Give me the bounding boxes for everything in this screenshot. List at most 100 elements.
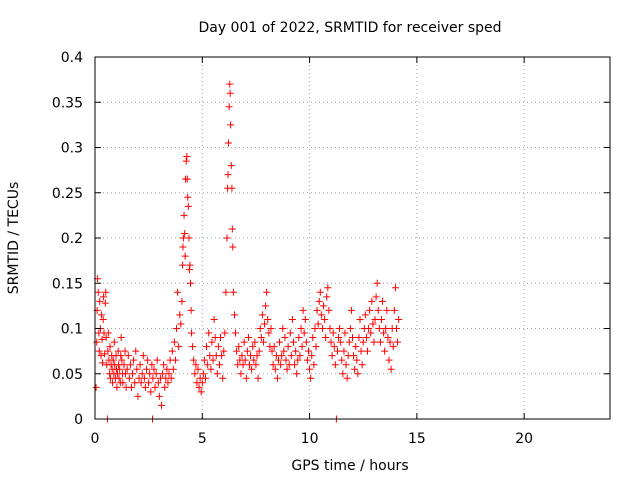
data-point [106, 343, 114, 351]
data-point [97, 352, 105, 360]
grid-lines [95, 57, 610, 419]
data-point [198, 379, 206, 387]
data-point [179, 243, 187, 251]
data-point [233, 347, 241, 355]
data-point [101, 299, 109, 307]
data-point [149, 374, 157, 382]
data-point [274, 356, 282, 364]
data-point [139, 352, 147, 360]
data-point [145, 379, 153, 387]
data-point [186, 261, 194, 269]
data-point [365, 325, 373, 332]
data-point [338, 356, 346, 364]
data-point [258, 311, 266, 319]
data-point [270, 343, 278, 351]
data-point [394, 338, 402, 346]
chart-title: Day 001 of 2022, SRMTID for receiver spe… [198, 20, 501, 36]
data-point [222, 288, 230, 296]
data-point [267, 325, 275, 332]
data-point [102, 334, 110, 342]
data-point [132, 347, 140, 355]
data-point [249, 343, 257, 351]
data-point [138, 370, 146, 378]
data-point [352, 343, 360, 351]
y-tick-label: 0.05 [52, 367, 83, 383]
data-point [367, 329, 375, 337]
data-point [206, 352, 214, 360]
data-point [221, 329, 229, 337]
data-point [389, 343, 397, 351]
data-point [287, 352, 295, 360]
data-point [150, 365, 158, 373]
data-point [143, 365, 150, 373]
data-point [283, 365, 291, 373]
data-point [178, 297, 186, 305]
data-point [369, 320, 377, 328]
data-point [255, 347, 263, 355]
data-point [170, 338, 178, 346]
data-point [160, 361, 168, 369]
data-point [110, 338, 118, 346]
data-point [194, 365, 202, 373]
data-point [295, 334, 303, 342]
data-point [337, 338, 345, 346]
data-point [93, 338, 101, 346]
data-point [161, 383, 169, 391]
data-point [207, 365, 215, 373]
data-point [383, 306, 391, 314]
data-point [244, 334, 252, 342]
data-point [227, 121, 235, 129]
data-point [291, 361, 299, 369]
data-point [312, 343, 320, 351]
data-point [228, 184, 236, 192]
data-point [140, 374, 148, 382]
data-point [195, 383, 203, 391]
data-point [167, 374, 175, 382]
data-point [134, 392, 142, 400]
data-point [387, 365, 395, 373]
data-point [322, 334, 330, 342]
data-point [329, 329, 337, 337]
data-point [127, 383, 135, 391]
data-point [271, 365, 279, 373]
data-point [125, 374, 133, 382]
data-point [331, 361, 339, 369]
data-point [152, 370, 160, 378]
data-point [265, 329, 273, 337]
data-point [191, 370, 199, 378]
y-tick-label: 0.25 [52, 186, 83, 202]
data-point [354, 370, 362, 378]
data-point [279, 325, 287, 332]
data-point [117, 334, 125, 342]
data-point [333, 347, 341, 355]
data-point [165, 370, 173, 378]
data-point [124, 352, 132, 360]
data-point [171, 356, 179, 364]
data-point [100, 293, 108, 301]
data-point [163, 365, 171, 373]
data-point [311, 325, 319, 332]
data-point [137, 379, 145, 387]
data-point [220, 347, 228, 355]
data-point [347, 306, 355, 314]
data-point [259, 338, 267, 346]
data-point [357, 347, 365, 355]
data-point [351, 365, 359, 373]
data-point [235, 343, 243, 351]
data-point [342, 361, 350, 369]
data-point [294, 356, 302, 364]
data-point [130, 356, 138, 364]
data-point [241, 356, 249, 364]
data-point [187, 306, 195, 314]
data-point [380, 329, 388, 337]
data-markers [92, 80, 403, 423]
data-point [148, 361, 156, 369]
data-point [261, 320, 269, 328]
data-point [237, 370, 245, 378]
data-point [155, 392, 163, 400]
x-tick-label: 15 [408, 431, 426, 447]
data-point [227, 162, 235, 170]
data-point [289, 338, 297, 346]
data-point [328, 352, 336, 360]
data-point [121, 347, 129, 355]
